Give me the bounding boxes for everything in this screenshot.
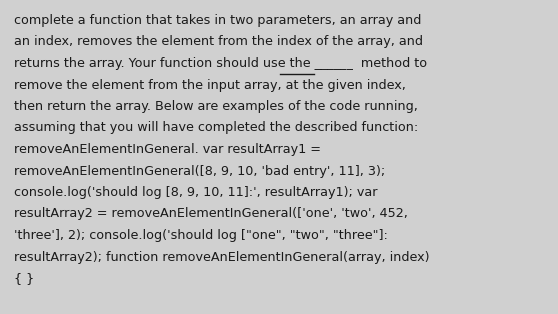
Text: console.log('should log [8, 9, 10, 11]:', resultArray1); var: console.log('should log [8, 9, 10, 11]:'…: [14, 186, 378, 199]
Text: removeAnElementInGeneral([8, 9, 10, 'bad entry', 11], 3);: removeAnElementInGeneral([8, 9, 10, 'bad…: [14, 165, 385, 177]
Text: an index, removes the element from the index of the array, and: an index, removes the element from the i…: [14, 35, 423, 48]
Text: resultArray2 = removeAnElementInGeneral(['one', 'two', 452,: resultArray2 = removeAnElementInGeneral(…: [14, 208, 408, 220]
Text: resultArray2); function removeAnElementInGeneral(array, index): resultArray2); function removeAnElementI…: [14, 251, 430, 263]
Text: complete a function that takes in two parameters, an array and: complete a function that takes in two pa…: [14, 14, 421, 27]
Text: { }: { }: [14, 272, 34, 285]
Text: 'three'], 2); console.log('should log ["one", "two", "three"]:: 'three'], 2); console.log('should log ["…: [14, 229, 388, 242]
Text: then return the array. Below are examples of the code running,: then return the array. Below are example…: [14, 100, 418, 113]
Text: returns the array. Your function should use the ______  method to: returns the array. Your function should …: [14, 57, 427, 70]
Text: removeAnElementInGeneral. var resultArray1 =: removeAnElementInGeneral. var resultArra…: [14, 143, 321, 156]
Text: remove the element from the input array, at the given index,: remove the element from the input array,…: [14, 78, 406, 91]
Text: assuming that you will have completed the described function:: assuming that you will have completed th…: [14, 122, 418, 134]
